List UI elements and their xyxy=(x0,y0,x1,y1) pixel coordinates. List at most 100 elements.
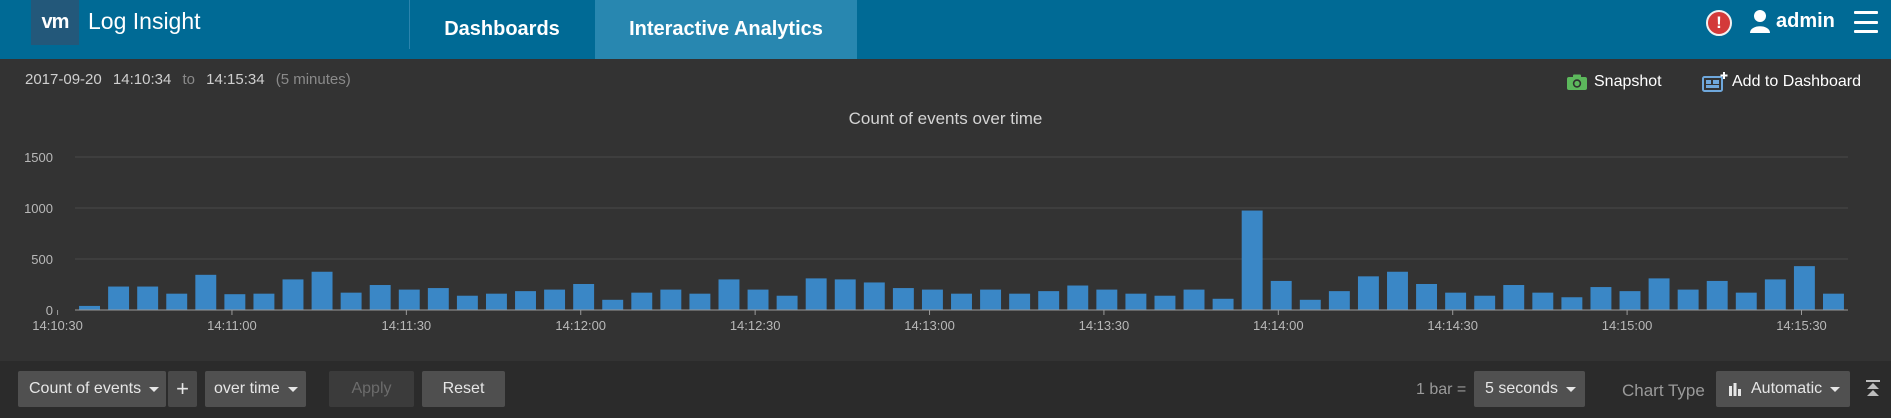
chart-bar xyxy=(1648,278,1670,310)
y-tick-label: 0 xyxy=(46,303,53,318)
chart-bar xyxy=(1270,280,1292,310)
chart-bar xyxy=(747,289,769,310)
chart-bar xyxy=(834,279,856,310)
chart-bar xyxy=(1532,292,1554,310)
snapshot-label: Snapshot xyxy=(1594,73,1662,90)
chevron-down-icon xyxy=(149,386,160,392)
chart-bar xyxy=(79,305,100,310)
x-tick-label: 14:12:00 xyxy=(555,318,606,333)
chart-bar xyxy=(137,286,159,310)
hamburger-menu-icon[interactable] xyxy=(1854,11,1878,33)
function-select[interactable]: Count of events xyxy=(18,371,166,407)
apply-button[interactable]: Apply xyxy=(329,371,414,407)
bar-interval-select[interactable]: 5 seconds xyxy=(1474,371,1585,407)
chart-bar xyxy=(369,285,391,310)
chart-bar xyxy=(224,294,246,310)
grouping-select[interactable]: over time xyxy=(205,371,306,407)
chevron-down-icon xyxy=(1565,386,1576,392)
chart-bar xyxy=(1154,295,1176,310)
chart-bar xyxy=(485,293,507,310)
chart-bar xyxy=(1387,271,1408,310)
y-tick-label: 1000 xyxy=(24,201,53,216)
chart-bar xyxy=(1009,293,1031,310)
x-tick-label: 14:15:30 xyxy=(1776,318,1827,333)
chart-bar xyxy=(1677,289,1699,310)
query-toolbar: Count of events + over time Apply Reset … xyxy=(0,361,1891,418)
add-to-dashboard-label: Add to Dashboard xyxy=(1732,73,1861,90)
chart-bar xyxy=(427,288,449,310)
x-tick-label: 14:12:30 xyxy=(730,318,781,333)
x-tick-label: 14:11:30 xyxy=(382,318,432,333)
vmware-logo: vm xyxy=(31,0,79,45)
chart-bar xyxy=(108,286,130,310)
function-select-value: Count of events xyxy=(29,380,142,397)
time-range-separator: to xyxy=(182,71,195,88)
chart-bar xyxy=(1590,287,1612,310)
x-tick-label: 14:14:30 xyxy=(1427,318,1478,333)
chart-bar xyxy=(515,291,536,310)
x-tick-label: 14:13:00 xyxy=(904,318,955,333)
x-tick-label: 14:10:30 xyxy=(32,318,83,333)
y-tick-label: 1500 xyxy=(24,150,53,165)
chevron-down-icon xyxy=(287,386,298,392)
grouping-select-value: over time xyxy=(214,380,280,397)
bar-interval-label: 1 bar = xyxy=(1416,381,1467,398)
user-menu-name[interactable]: admin xyxy=(1776,10,1835,32)
time-range-start: 14:10:34 xyxy=(112,71,172,88)
y-tick-label: 500 xyxy=(31,252,53,267)
x-tick-label: 14:14:00 xyxy=(1253,318,1304,333)
alert-icon[interactable]: ! xyxy=(1706,10,1732,36)
chart-bar xyxy=(166,293,188,310)
chart-bar xyxy=(602,299,624,310)
chart-bar xyxy=(253,293,275,310)
chart-bar xyxy=(1793,266,1815,310)
tab-dashboards[interactable]: Dashboards xyxy=(444,18,560,40)
chart-bar xyxy=(776,295,798,310)
app-title: Log Insight xyxy=(88,8,201,34)
bar-chart-icon xyxy=(1729,383,1741,396)
chart-bar xyxy=(951,293,972,310)
chart-bar xyxy=(456,295,478,310)
chart-bar xyxy=(1764,279,1786,310)
chart-bar xyxy=(980,289,1002,310)
chart-bar xyxy=(1735,292,1757,310)
chart-bar xyxy=(573,283,595,310)
chart-bar xyxy=(660,289,682,310)
user-icon[interactable] xyxy=(1749,9,1771,33)
chart-bar xyxy=(631,292,653,310)
x-tick-label: 14:15:00 xyxy=(1602,318,1653,333)
camera-icon xyxy=(1567,74,1587,90)
chart-bar xyxy=(863,282,885,310)
add-function-button[interactable]: + xyxy=(168,371,197,407)
header-divider xyxy=(409,0,410,49)
chart-type-value: Automatic xyxy=(1751,380,1823,397)
snapshot-button[interactable]: Snapshot xyxy=(1566,73,1662,91)
time-range-duration: (5 minutes) xyxy=(275,71,351,88)
chart-bar xyxy=(1706,280,1728,310)
chart-bar xyxy=(1212,298,1234,310)
chart-bar xyxy=(340,292,362,310)
chart-bar xyxy=(311,271,333,310)
add-to-dashboard-button[interactable]: Add to Dashboard xyxy=(1702,72,1861,92)
chart-bar xyxy=(1823,293,1844,310)
chart-bar xyxy=(1328,291,1350,310)
chart-bar xyxy=(718,279,740,310)
x-tick-label: 14:13:30 xyxy=(1079,318,1130,333)
bar-interval-value: 5 seconds xyxy=(1485,380,1558,397)
chart-bar xyxy=(1125,293,1147,310)
chevron-down-icon xyxy=(1830,386,1841,392)
time-range-end: 14:15:34 xyxy=(206,71,265,88)
chart-bar xyxy=(195,274,217,310)
chart-type-select[interactable]: Automatic xyxy=(1716,371,1850,407)
collapse-icon[interactable] xyxy=(1866,380,1880,396)
dashboard-add-icon xyxy=(1702,72,1728,92)
events-bar-chart[interactable]: 0 500 1000 1500 14:10:30 14:11:00 14:11:30 14:1… xyxy=(0,140,1891,345)
chart-bar xyxy=(1038,291,1060,310)
time-range-date: 2017-09-20 xyxy=(25,71,102,88)
reset-button[interactable]: Reset xyxy=(422,371,505,407)
tab-interactive-analytics[interactable]: Interactive Analytics xyxy=(595,0,857,59)
chart-bar xyxy=(1241,210,1263,310)
chart-bar xyxy=(689,293,711,310)
chart-bar xyxy=(1357,276,1379,310)
